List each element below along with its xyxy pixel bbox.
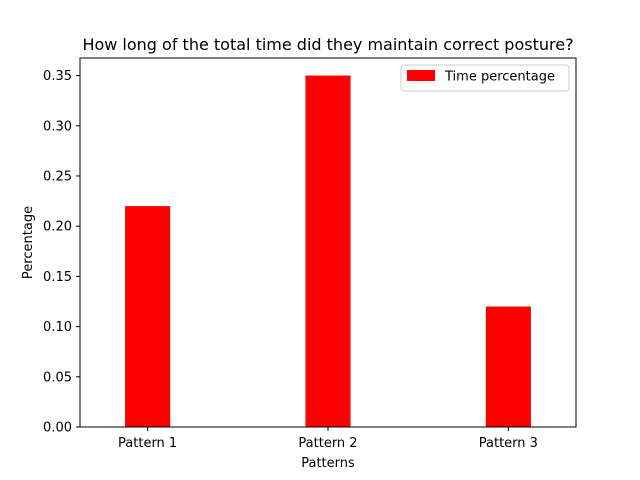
y-tick-label: 0.25 <box>43 169 72 184</box>
x-axis-label: Patterns <box>301 456 355 471</box>
legend-label: Time percentage <box>444 70 555 85</box>
legend: Time percentage <box>400 64 570 92</box>
bar-3 <box>485 306 531 427</box>
y-axis-label: Percentage <box>21 206 36 279</box>
x-axis-ticks: Pattern 1 Pattern 2 Pattern 3 <box>118 427 538 451</box>
plot-area-frame <box>79 57 577 428</box>
chart-title: How long of the total time did they main… <box>82 35 573 54</box>
y-tick-label: 0.05 <box>43 370 72 385</box>
y-axis-ticks: 0.00 0.05 0.10 0.15 0.20 0.25 0.30 0.35 <box>43 69 80 436</box>
legend-frame <box>400 64 570 92</box>
bar-1 <box>125 206 171 427</box>
x-tick-label: Pattern 2 <box>298 436 357 451</box>
x-tick-label: Pattern 1 <box>118 436 177 451</box>
y-tick-label: 0.15 <box>43 270 72 285</box>
legend-swatch <box>407 70 435 81</box>
y-tick-label: 0.00 <box>43 421 72 436</box>
bars-group <box>125 75 531 428</box>
bar-2 <box>305 75 351 428</box>
x-tick-label: Pattern 3 <box>479 436 538 451</box>
y-tick-label: 0.10 <box>43 320 72 335</box>
y-tick-label: 0.20 <box>43 220 72 235</box>
y-tick-label: 0.30 <box>43 119 72 134</box>
y-tick-label: 0.35 <box>43 69 72 84</box>
